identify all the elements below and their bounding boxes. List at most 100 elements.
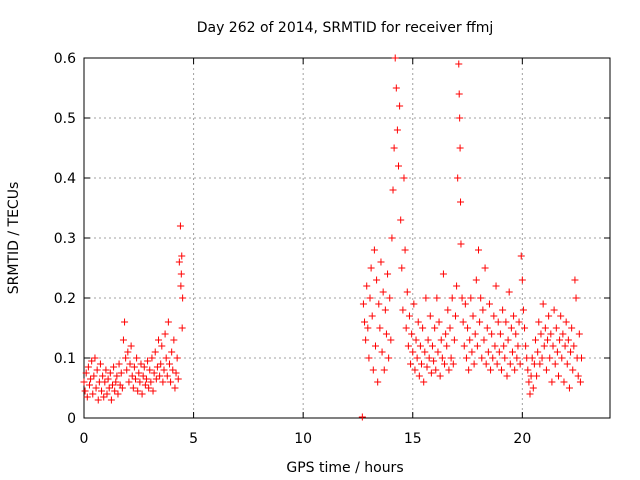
data-point xyxy=(172,369,180,377)
data-point xyxy=(545,312,553,320)
data-point xyxy=(387,336,395,344)
data-point xyxy=(412,336,420,344)
data-point xyxy=(462,354,470,362)
data-point xyxy=(571,276,579,284)
x-tick-label: 20 xyxy=(513,431,531,447)
data-point xyxy=(423,363,431,371)
data-point xyxy=(512,330,520,338)
data-point xyxy=(431,324,439,332)
data-point xyxy=(489,354,497,362)
data-point xyxy=(148,354,156,362)
data-point xyxy=(510,312,518,320)
data-point xyxy=(378,348,386,356)
data-point xyxy=(388,234,396,242)
data-point xyxy=(136,378,144,386)
data-point xyxy=(401,246,409,254)
data-point xyxy=(528,354,536,362)
data-point xyxy=(514,342,522,350)
data-point xyxy=(177,270,185,278)
data-point xyxy=(483,324,491,332)
data-point xyxy=(390,144,398,152)
data-point xyxy=(82,369,90,377)
data-point xyxy=(438,354,446,362)
data-point xyxy=(420,378,428,386)
data-point xyxy=(549,342,557,350)
data-point xyxy=(434,348,442,356)
data-point xyxy=(145,384,153,392)
data-point xyxy=(503,372,511,380)
data-point xyxy=(371,342,379,350)
data-point xyxy=(446,324,454,332)
data-point xyxy=(495,348,503,356)
data-point xyxy=(439,270,447,278)
data-point xyxy=(450,336,458,344)
y-tick-label: 0.5 xyxy=(54,111,76,127)
data-point xyxy=(522,342,530,350)
data-point xyxy=(167,378,175,386)
data-point xyxy=(112,378,120,386)
data-point xyxy=(84,363,92,371)
data-point xyxy=(365,354,373,362)
data-point xyxy=(132,375,140,383)
data-point xyxy=(445,366,453,374)
data-point xyxy=(368,312,376,320)
data-point xyxy=(574,372,582,380)
data-point xyxy=(162,354,170,362)
data-point xyxy=(370,246,378,254)
data-point xyxy=(541,324,549,332)
data-point xyxy=(403,288,411,296)
data-point xyxy=(494,318,502,326)
data-point xyxy=(126,360,134,368)
data-point xyxy=(539,300,547,308)
data-point xyxy=(99,372,107,380)
data-point xyxy=(453,282,461,290)
data-point xyxy=(410,300,418,308)
data-point xyxy=(491,342,499,350)
data-point xyxy=(405,312,413,320)
x-tick-label: 10 xyxy=(294,431,312,447)
data-point xyxy=(156,372,164,380)
data-point xyxy=(419,324,427,332)
data-point xyxy=(415,372,423,380)
data-point xyxy=(468,348,476,356)
data-point xyxy=(381,306,389,314)
data-point xyxy=(165,360,173,368)
data-point xyxy=(391,54,399,62)
data-point xyxy=(466,336,474,344)
data-point xyxy=(496,330,504,338)
data-point xyxy=(508,348,516,356)
data-point xyxy=(393,126,401,134)
data-point xyxy=(366,294,374,302)
data-point xyxy=(561,342,569,350)
data-point xyxy=(384,270,392,278)
data-point xyxy=(416,342,424,350)
data-point xyxy=(540,342,548,350)
data-point xyxy=(85,381,93,389)
data-point xyxy=(125,378,133,386)
data-point xyxy=(537,330,545,338)
data-point xyxy=(498,366,506,374)
data-point xyxy=(487,366,495,374)
data-point xyxy=(174,375,182,383)
data-point xyxy=(454,174,462,182)
data-point xyxy=(130,363,138,371)
data-point xyxy=(373,276,381,284)
data-point xyxy=(529,384,537,392)
data-point xyxy=(556,336,564,344)
data-point xyxy=(414,318,422,326)
data-point xyxy=(485,300,493,308)
data-point xyxy=(430,357,438,365)
data-point xyxy=(511,366,519,374)
data-point xyxy=(517,252,525,260)
data-point xyxy=(567,348,575,356)
data-point xyxy=(426,312,434,320)
data-point xyxy=(422,294,430,302)
data-point xyxy=(546,354,554,362)
data-point xyxy=(448,294,456,302)
data-point xyxy=(459,318,467,326)
data-point xyxy=(493,360,501,368)
data-point xyxy=(103,390,111,398)
y-axis-label: SRMTID / TECUs xyxy=(6,182,22,295)
y-tick-label: 0.6 xyxy=(54,51,76,67)
data-point xyxy=(117,369,125,377)
